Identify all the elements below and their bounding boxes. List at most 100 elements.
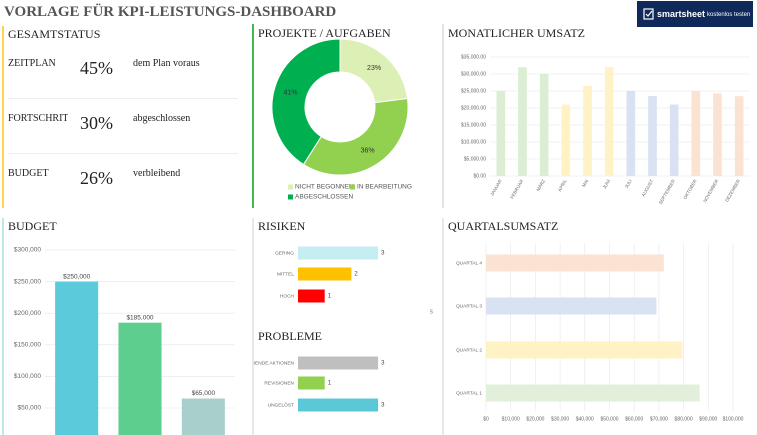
bar: [648, 96, 657, 176]
y-tick-label: $15,000.00: [461, 122, 486, 128]
y-tick-label: GERING: [275, 250, 294, 256]
legend-label: ABGESCHLOSSEN: [295, 194, 353, 201]
data-label: $250,000: [63, 273, 90, 280]
y-tick-label: QUARTAL 3: [456, 303, 482, 309]
bar: [298, 267, 352, 281]
status-text: verbleibend: [133, 168, 181, 179]
bar: [181, 398, 225, 435]
budget-chart: BUDGET $50,000 $100,000 $150,000 $200,000 $25…: [8, 219, 235, 435]
data-label: 3: [381, 403, 385, 409]
x-tick-label: 5: [430, 309, 433, 315]
y-tick-label: QUARTAL 2: [456, 347, 482, 353]
panel-border: [442, 218, 444, 435]
bar: [486, 341, 683, 359]
y-tick-label: UNGELÖST: [268, 401, 294, 408]
cta-check: [645, 10, 653, 17]
status-label: BUDGET: [8, 168, 49, 179]
bar: [691, 91, 701, 176]
chart-title: BUDGET: [8, 219, 57, 233]
x-tick-label: APRIL: [557, 178, 568, 192]
bar: [118, 322, 162, 435]
y-tick-label: QUARTAL 1: [456, 390, 482, 396]
x-tick-label: $10,000: [502, 416, 520, 422]
x-tick-label: $40,000: [576, 416, 594, 422]
data-label: 1: [328, 294, 332, 300]
panel-border: [2, 26, 4, 208]
y-tick-label: AUSSTEHENDE AKTIONEN: [254, 360, 295, 366]
bar: [734, 96, 744, 176]
chart-title: RISIKEN: [258, 219, 306, 233]
status-value: 26%: [80, 168, 113, 188]
donut-slice: [302, 97, 409, 176]
y-tick-label: MITTEL: [277, 271, 294, 277]
bar: [583, 85, 592, 176]
x-tick-label: JANUAR: [489, 178, 503, 197]
chart-title: MONATLICHER UMSATZ: [448, 26, 585, 40]
bar: [604, 67, 614, 176]
bar: [539, 74, 549, 176]
status-label: FORTSCHRITT: [8, 113, 68, 124]
y-tick-label: $200,000: [14, 310, 41, 317]
legend-label: NICHT BEGONNEN: [295, 184, 354, 191]
bar: [298, 376, 325, 390]
y-tick-label: $30,000.00: [461, 71, 486, 77]
y-tick-label: $300,000: [14, 247, 41, 254]
data-label: 2: [354, 272, 358, 278]
bar: [626, 91, 636, 176]
x-tick-label: JULI: [624, 179, 633, 190]
y-tick-label: $20,000.00: [461, 105, 486, 111]
y-tick-label: $100,000: [14, 373, 41, 380]
y-tick-label: HOCH: [280, 293, 295, 299]
data-label: 23%: [367, 65, 381, 72]
cta-button[interactable]: smartsheet kostenlos testen: [637, 1, 753, 27]
x-tick-label: MAI: [581, 179, 589, 188]
status-text: dem Plan voraus: [133, 58, 200, 69]
bar: [298, 246, 379, 260]
bar: [55, 281, 99, 435]
y-tick-label: $5,000.00: [464, 156, 486, 162]
separator: [8, 153, 238, 154]
data-label: 3: [381, 361, 385, 367]
y-tick-label: $50,000: [18, 405, 42, 412]
x-tick-label: $100,000: [723, 416, 744, 422]
bar: [496, 91, 506, 176]
status-value: 30%: [80, 113, 113, 133]
status-label: ZEITPLAN: [8, 58, 56, 69]
bar: [486, 384, 700, 402]
bar: [298, 356, 379, 370]
x-tick-label: SEPTEMBER: [658, 178, 677, 205]
bar: [486, 254, 664, 272]
legend-swatch: [288, 184, 293, 190]
panel-border: [252, 218, 254, 435]
status-value: 45%: [80, 58, 113, 78]
quarter-chart: QUARTALSUMSATZ $0 $10,000 $20,000 $30,000 $40…: [448, 219, 744, 423]
panel-border: [252, 24, 254, 208]
y-tick-label: QUARTAL 4: [456, 260, 482, 266]
x-tick-label: MÄRZ: [534, 178, 546, 192]
page-title: VORLAGE FÜR KPI-LEISTUNGS-DASHBOARD: [4, 4, 337, 20]
data-label: $185,000: [126, 314, 153, 321]
y-tick-label: $10,000.00: [461, 139, 486, 145]
y-tick-label: $250,000: [14, 278, 41, 285]
cta-brand: smartsheet: [657, 9, 705, 19]
x-tick-label: DEZEMBER: [724, 178, 741, 203]
issues-chart: PROBLEME AUSSTEHENDE AKTIONEN 3 REVISIONEN 1…: [254, 329, 385, 412]
x-tick-label: $80,000: [675, 416, 693, 422]
legend-swatch: [350, 184, 355, 190]
chart-title: PROBLEME: [258, 329, 322, 343]
donut-slice: [271, 38, 341, 166]
x-tick-label: $0: [483, 416, 489, 422]
y-tick-label: $25,000.00: [461, 88, 486, 94]
status-title: GESAMTSTATUS: [8, 27, 101, 41]
panel-border: [2, 218, 4, 435]
bar: [298, 289, 325, 303]
cta-icon: [643, 8, 654, 20]
panel-border: [442, 24, 444, 208]
bar: [298, 398, 379, 412]
x-tick-label: $30,000: [551, 416, 569, 422]
chart-title: PROJEKTE / AUFGABEN: [258, 26, 391, 40]
bar: [561, 104, 571, 176]
separator: [8, 98, 238, 99]
cta-bg: [637, 1, 753, 27]
